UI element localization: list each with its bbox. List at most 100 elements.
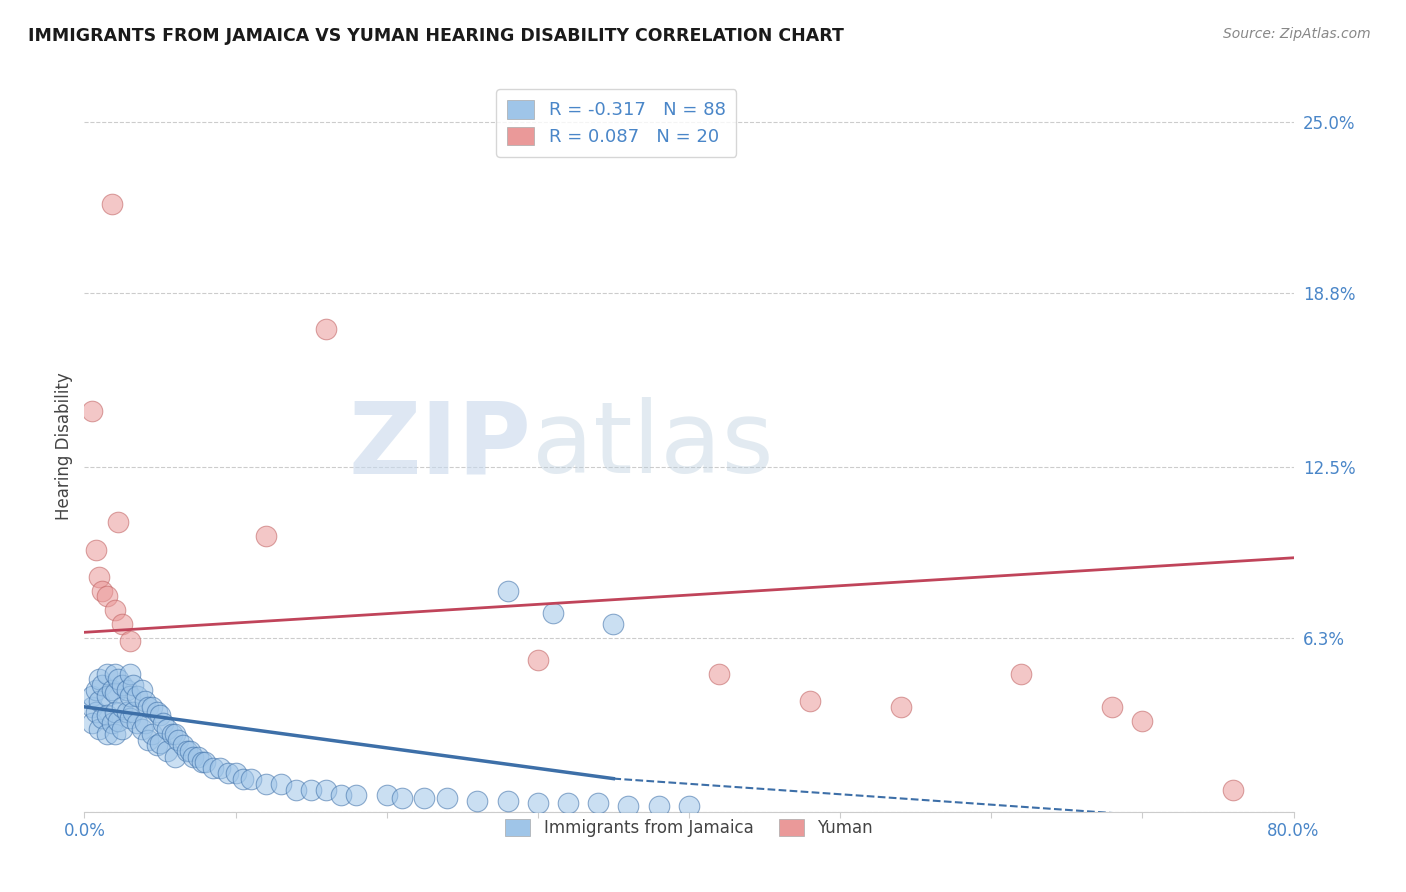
Point [80, 404, 103, 418]
Point [115, 706, 138, 720]
Point [194, 755, 217, 769]
Point [104, 666, 127, 681]
Point [391, 791, 413, 805]
Point [557, 797, 579, 811]
Point [156, 744, 179, 758]
Point [134, 716, 156, 731]
Point [115, 683, 138, 698]
Point [104, 706, 127, 720]
Point [678, 799, 700, 814]
Point [165, 727, 187, 741]
Point [648, 799, 671, 814]
Point [127, 716, 149, 731]
Point [96, 666, 118, 681]
Point [121, 706, 143, 720]
Point [96, 727, 118, 741]
Point [239, 772, 262, 786]
Point [100, 683, 122, 698]
Point [890, 699, 912, 714]
Point [160, 727, 183, 741]
Point [1011, 666, 1033, 681]
Point [436, 791, 458, 805]
Point [104, 603, 127, 617]
Point [111, 617, 134, 632]
Point [96, 590, 118, 604]
Text: ZIP: ZIP [349, 398, 531, 494]
Point [496, 794, 519, 808]
Point [89, 722, 111, 736]
Point [111, 678, 134, 692]
Point [156, 722, 179, 736]
Point [285, 782, 308, 797]
Point [527, 797, 550, 811]
Point [602, 617, 624, 632]
Point [134, 694, 156, 708]
Point [209, 760, 232, 774]
Point [617, 799, 640, 814]
Point [80, 716, 103, 731]
Point [121, 678, 143, 692]
Text: IMMIGRANTS FROM JAMAICA VS YUMAN HEARING DISABILITY CORRELATION CHART: IMMIGRANTS FROM JAMAICA VS YUMAN HEARING… [28, 27, 844, 45]
Point [330, 788, 353, 802]
Point [80, 689, 103, 703]
Point [346, 788, 368, 802]
Point [131, 683, 153, 698]
Point [299, 782, 322, 797]
Point [118, 666, 141, 681]
Point [1101, 699, 1123, 714]
Point [496, 583, 519, 598]
Point [541, 606, 564, 620]
Point [89, 570, 111, 584]
Point [315, 782, 337, 797]
Point [1130, 714, 1153, 728]
Point [254, 777, 277, 791]
Point [176, 744, 198, 758]
Point [588, 797, 610, 811]
Point [96, 689, 118, 703]
Text: atlas: atlas [531, 398, 773, 494]
Point [104, 686, 127, 700]
Point [167, 733, 190, 747]
Point [225, 766, 247, 780]
Legend: Immigrants from Jamaica, Yuman: Immigrants from Jamaica, Yuman [499, 812, 879, 844]
Point [217, 766, 239, 780]
Point [111, 722, 134, 736]
Point [152, 716, 174, 731]
Point [86, 683, 108, 698]
Point [111, 699, 134, 714]
Point [413, 791, 436, 805]
Point [799, 694, 821, 708]
Point [146, 739, 169, 753]
Y-axis label: Hearing Disability: Hearing Disability [55, 372, 73, 520]
Point [1222, 782, 1244, 797]
Point [172, 739, 194, 753]
Point [89, 694, 111, 708]
Point [201, 760, 224, 774]
Point [91, 678, 114, 692]
Point [232, 772, 254, 786]
Point [100, 197, 122, 211]
Point [270, 777, 292, 791]
Point [165, 749, 187, 764]
Point [118, 689, 141, 703]
Point [527, 653, 550, 667]
Point [86, 706, 108, 720]
Point [104, 727, 127, 741]
Point [107, 714, 129, 728]
Point [181, 749, 204, 764]
Text: Source: ZipAtlas.com: Source: ZipAtlas.com [1223, 27, 1371, 41]
Point [709, 666, 731, 681]
Point [141, 727, 163, 741]
Point [86, 542, 108, 557]
Point [315, 321, 337, 335]
Point [89, 672, 111, 686]
Point [149, 708, 172, 723]
Point [91, 583, 114, 598]
Point [141, 699, 163, 714]
Point [254, 529, 277, 543]
Point [118, 711, 141, 725]
Point [107, 515, 129, 529]
Point [146, 706, 169, 720]
Point [149, 736, 172, 750]
Point [100, 716, 122, 731]
